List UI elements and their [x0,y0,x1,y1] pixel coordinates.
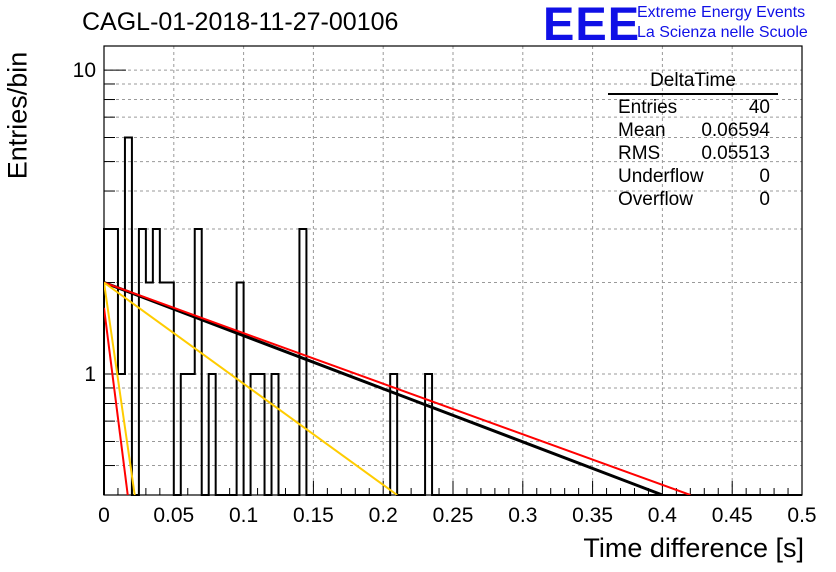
stats-label: Entries [618,97,678,118]
stats-row-rms: RMS 0.05513 [608,143,778,166]
stats-label: Overflow [618,189,693,210]
stats-row-overflow: Overflow 0 [608,189,778,212]
stats-label: Mean [618,120,666,141]
y-axis-label: Entries/bin [2,51,33,180]
x-tick-label: 0.35 [572,504,613,527]
org-name-line2: La Scienza nelle Scuole [637,24,808,41]
stats-value: 0.05513 [701,143,770,164]
fit-line [104,281,663,495]
org-name-line1: Extreme Energy Events [637,4,806,21]
y-tick-label: 1 [84,363,96,386]
x-tick-label: 0.1 [229,504,258,527]
histogram-outline [103,136,802,496]
stats-label: RMS [618,143,661,164]
y-tick-label: 10 [73,59,96,82]
eee-logo: EEE [543,0,641,50]
fit-line [104,307,129,495]
x-tick-label: 0.2 [369,504,398,527]
fit-line [104,282,136,495]
x-axis-label: Time difference [s] [583,533,804,563]
x-tick-label: 0.15 [293,504,334,527]
fit-line [104,281,398,495]
x-tick-label: 0.05 [153,504,194,527]
stats-value: 0 [759,166,770,187]
x-tick-label: 0.25 [433,504,474,527]
run-title: CAGL-01-2018-11-27-00106 [82,8,399,36]
stats-value: 0.06594 [701,120,770,141]
stats-label: Underflow [618,166,704,187]
stats-row-entries: Entries 40 [608,97,778,120]
stats-value: 0 [759,189,770,210]
stats-row-mean: Mean 0.06594 [608,120,778,143]
stats-box: DeltaTime Entries 40 Mean 0.06594 RMS 0.… [608,70,778,212]
x-tick-label: 0.4 [648,504,678,527]
x-tick-label: 0.45 [712,504,753,527]
x-tick-label: 0 [98,504,110,527]
stats-row-underflow: Underflow 0 [608,166,778,189]
fit-line [104,281,691,495]
stats-title: DeltaTime [608,70,778,95]
stats-value: 40 [748,97,770,118]
x-tick-label: 0.3 [508,504,537,527]
x-tick-label: 0.5 [787,504,816,527]
